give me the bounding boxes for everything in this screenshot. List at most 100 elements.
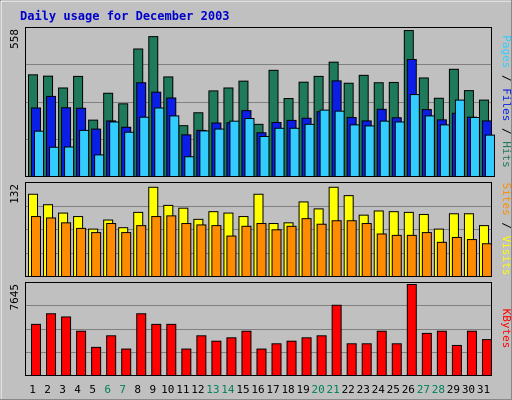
x-tick-label: 8	[134, 383, 141, 396]
bar-kbytes	[331, 304, 342, 376]
x-tick-label: 17	[266, 383, 279, 396]
bar-kbytes	[121, 348, 132, 377]
bar-pages	[394, 121, 405, 177]
bar-kbytes	[211, 340, 222, 377]
panel-kbytes: 7645 KBytes	[8, 282, 512, 377]
x-tick-label: 23	[357, 383, 370, 396]
x-tick-label: 4	[74, 383, 81, 396]
bar-pages	[169, 115, 180, 177]
bar-sites	[106, 223, 117, 277]
bar-kbytes	[376, 330, 387, 377]
bar-sites	[136, 225, 147, 278]
bar-sites	[391, 234, 402, 277]
bar-kbytes	[181, 348, 192, 377]
bar-kbytes	[106, 335, 117, 377]
panel-max-label: 132	[8, 184, 21, 204]
bar-pages	[289, 127, 300, 178]
x-tick-label: 6	[104, 383, 111, 396]
bar-kbytes	[166, 323, 177, 376]
bar-kbytes	[226, 337, 237, 376]
bar-pages	[154, 107, 165, 177]
panel-hits-files-pages: 558 Pages / Files / Hits	[8, 27, 512, 178]
legend-text: /	[500, 121, 512, 141]
bar-pages	[409, 94, 420, 177]
bar-kbytes	[76, 330, 87, 377]
x-tick-label: 5	[89, 383, 96, 396]
series-pages	[34, 94, 495, 178]
x-tick-label: 25	[387, 383, 400, 396]
bar-pages	[364, 125, 375, 178]
bar-pages	[79, 129, 90, 177]
bar-kbytes	[151, 323, 162, 376]
x-tick-label: 22	[342, 383, 355, 396]
bar-kbytes	[316, 335, 327, 377]
bar-sites	[466, 239, 477, 277]
legend-text: Files	[500, 88, 512, 121]
bar-sites	[361, 223, 372, 277]
x-tick-label: 13	[206, 383, 219, 396]
bar-kbytes	[466, 330, 477, 377]
bar-pages	[379, 120, 390, 178]
bar-sites	[451, 236, 462, 277]
legend-text: Hits	[500, 141, 512, 168]
bar-pages	[424, 115, 435, 177]
bar-pages	[259, 135, 270, 177]
bar-kbytes	[451, 344, 462, 376]
bar-kbytes	[61, 316, 72, 377]
bar-pages	[244, 118, 255, 177]
bar-pages	[124, 131, 135, 177]
bar-sites	[31, 216, 41, 277]
legend-text: Pages	[500, 35, 512, 68]
bar-pages	[274, 127, 285, 178]
x-tick-label: 18	[281, 383, 294, 396]
x-tick-label: 14	[221, 383, 235, 396]
x-tick-label: 10	[161, 383, 174, 396]
bar-sites	[406, 234, 417, 277]
panel-max-label: 7645	[8, 284, 21, 311]
bar-sites	[316, 223, 327, 278]
bar-pages	[49, 146, 60, 178]
x-tick-label: 9	[149, 383, 156, 396]
legend-text: /	[500, 68, 512, 88]
x-tick-label: 19	[296, 383, 309, 396]
panel-max-label: 558	[8, 29, 21, 49]
x-tick-label: 29	[447, 383, 460, 396]
bar-pages	[319, 109, 330, 177]
bar-sites	[376, 233, 387, 277]
bar-kbytes	[136, 313, 147, 377]
bar-pages	[304, 123, 315, 177]
bar-kbytes	[271, 343, 282, 376]
bar-pages	[454, 99, 465, 177]
x-tick-label: 27	[417, 383, 430, 396]
bar-sites	[436, 241, 447, 277]
bar-sites	[121, 232, 132, 278]
panel-legend: Pages / Files / Hits	[500, 35, 512, 168]
bar-kbytes	[406, 284, 417, 376]
x-tick-label: 2	[44, 383, 51, 396]
bar-kbytes	[91, 346, 102, 377]
bar-pages	[469, 116, 480, 178]
bar-pages	[199, 130, 210, 177]
bar-sites	[346, 220, 357, 278]
x-tick-label: 3	[59, 383, 66, 396]
bar-sites	[301, 218, 312, 278]
bar-kbytes	[31, 323, 41, 376]
chart-panels: 558 Pages / Files / Hits 132 Sites / Visits…	[8, 27, 512, 377]
bar-kbytes	[286, 340, 297, 377]
series-kbytes	[31, 284, 492, 377]
bar-sites	[181, 223, 192, 277]
bar-kbytes	[241, 330, 252, 377]
bar-pages	[34, 130, 44, 177]
bar-kbytes	[346, 343, 357, 376]
x-tick-label: 11	[176, 383, 189, 396]
x-tick-label: 20	[312, 383, 325, 396]
bar-pages	[94, 154, 105, 177]
bar-pages	[214, 128, 225, 177]
x-tick-label: 15	[236, 383, 249, 396]
bar-kbytes	[421, 332, 432, 377]
x-tick-label: 26	[402, 383, 415, 396]
legend-text: KBytes	[500, 309, 512, 349]
legend-text: Visits	[500, 236, 512, 276]
bar-pages	[484, 134, 495, 177]
